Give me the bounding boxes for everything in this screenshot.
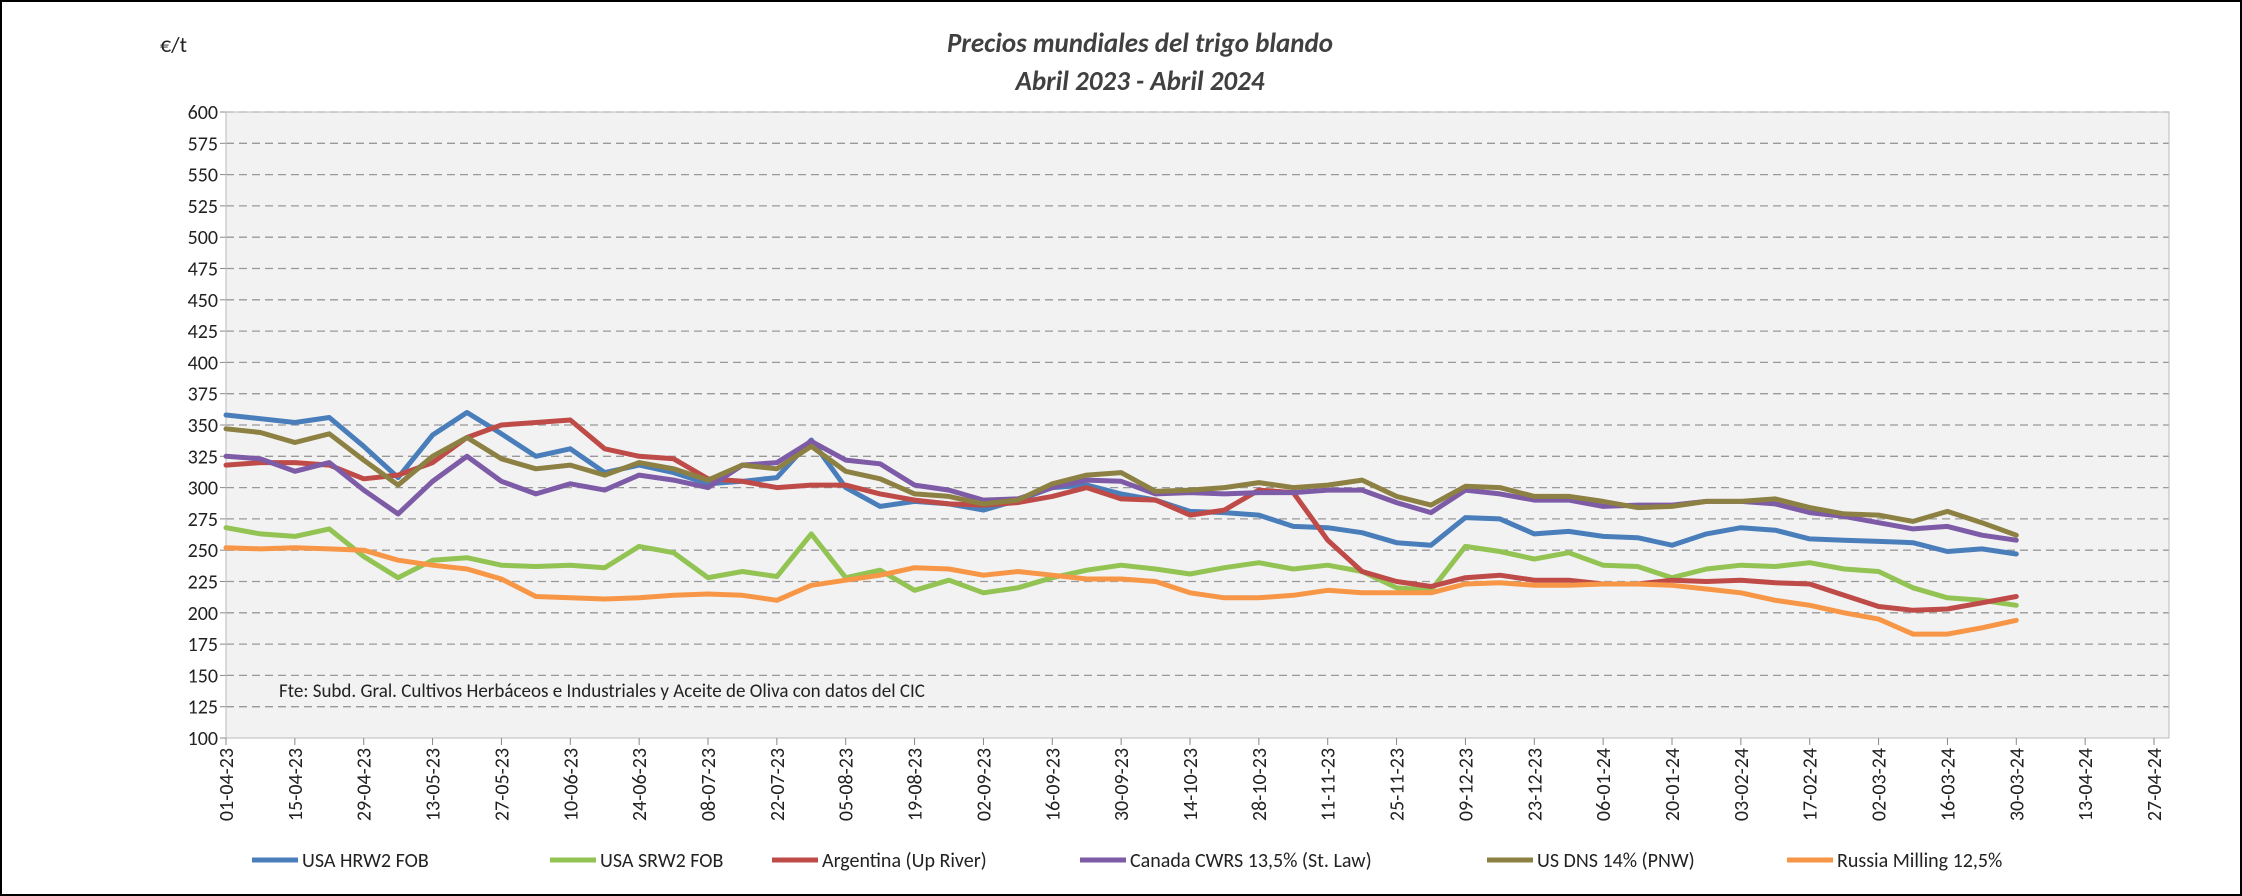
x-tick-label: 15-04-23 xyxy=(284,748,308,821)
y-tick-label: 475 xyxy=(188,258,218,282)
x-tick-label: 16-03-24 xyxy=(1936,748,1960,821)
legend-label: Argentina (Up River) xyxy=(822,849,987,873)
series-line xyxy=(223,525,2019,608)
x-tick-label: 01-04-23 xyxy=(215,748,239,821)
x-tick-label: 11-11-23 xyxy=(1317,748,1341,821)
legend-label: Russia Milling 12,5% xyxy=(1837,849,2002,873)
x-tick-label: 17-02-24 xyxy=(1799,748,1823,821)
x-tick-label: 24-06-23 xyxy=(628,748,652,821)
x-tick-label: 03-02-24 xyxy=(1730,748,1754,821)
x-tick-label: 30-03-24 xyxy=(2005,748,2029,821)
x-tick-label: 19-08-23 xyxy=(904,748,928,821)
x-tick-label: 09-12-23 xyxy=(1454,748,1478,821)
y-tick-label: 100 xyxy=(188,727,218,751)
x-tick-label: 22-07-23 xyxy=(766,748,790,821)
legend-label: USA SRW2 FOB xyxy=(600,849,724,873)
y-tick-label: 575 xyxy=(188,132,218,156)
x-tick-label: 30-09-23 xyxy=(1110,748,1134,821)
x-tick-label: 29-04-23 xyxy=(353,748,377,821)
x-tick-label: 02-03-24 xyxy=(1868,748,1892,821)
y-tick-label: 600 xyxy=(188,101,218,125)
y-tick-label: 325 xyxy=(188,445,218,469)
x-tick-label: 25-11-23 xyxy=(1386,748,1410,821)
y-tick-label: 150 xyxy=(188,664,218,688)
x-tick-label: 27-04-24 xyxy=(2143,748,2167,821)
y-tick-label: 300 xyxy=(188,477,218,501)
x-tick-label: 23-12-23 xyxy=(1523,748,1547,821)
series-line xyxy=(223,417,2019,613)
y-tick-label: 200 xyxy=(188,602,218,626)
y-tick-label: 550 xyxy=(188,164,218,188)
legend-label: USA HRW2 FOB xyxy=(302,849,429,873)
legend-label: Canada CWRS 13,5% (St. Law) xyxy=(1130,849,1372,873)
x-tick-label: 02-09-23 xyxy=(972,748,996,821)
y-tick-label: 225 xyxy=(188,571,218,595)
y-axis-label: €/t xyxy=(160,31,187,58)
x-tick-label: 10-06-23 xyxy=(559,748,583,821)
x-tick-label: 06-01-24 xyxy=(1592,748,1616,821)
plot-border xyxy=(225,111,2170,739)
x-tick-label: 16-09-23 xyxy=(1041,748,1065,821)
y-tick-label: 350 xyxy=(188,414,218,438)
y-tick-label: 500 xyxy=(188,226,218,250)
x-tick-label: 05-08-23 xyxy=(835,748,859,821)
chart-subtitle: Abril 2023 - Abril 2024 xyxy=(1015,65,1265,98)
y-tick-label: 375 xyxy=(188,383,218,407)
legend-label: US DNS 14% (PNW) xyxy=(1537,849,1695,873)
annotation: Fte: Subd. Gral. Cultivos Herbáceos e In… xyxy=(279,680,925,703)
series-line xyxy=(223,426,2019,538)
x-tick-label: 20-01-24 xyxy=(1661,748,1685,821)
y-tick-label: 425 xyxy=(188,320,218,344)
x-tick-label: 13-04-24 xyxy=(2074,748,2098,821)
y-tick-label: 400 xyxy=(188,351,218,375)
y-tick-label: 125 xyxy=(188,696,218,720)
x-tick-label: 08-07-23 xyxy=(697,748,721,821)
x-tick-label: 14-10-23 xyxy=(1179,748,1203,821)
y-tick-label: 175 xyxy=(188,633,218,657)
series-line xyxy=(223,410,2019,557)
y-tick-label: 525 xyxy=(188,195,218,219)
y-tick-label: 450 xyxy=(188,289,218,313)
series-line xyxy=(223,545,2019,637)
y-tick-label: 275 xyxy=(188,508,218,532)
chart-title: Precios mundiales del trigo blando xyxy=(947,27,1333,60)
x-tick-label: 13-05-23 xyxy=(422,748,446,821)
y-tick-label: 250 xyxy=(188,539,218,563)
x-tick-label: 28-10-23 xyxy=(1248,748,1272,821)
x-tick-label: 27-05-23 xyxy=(490,748,514,821)
